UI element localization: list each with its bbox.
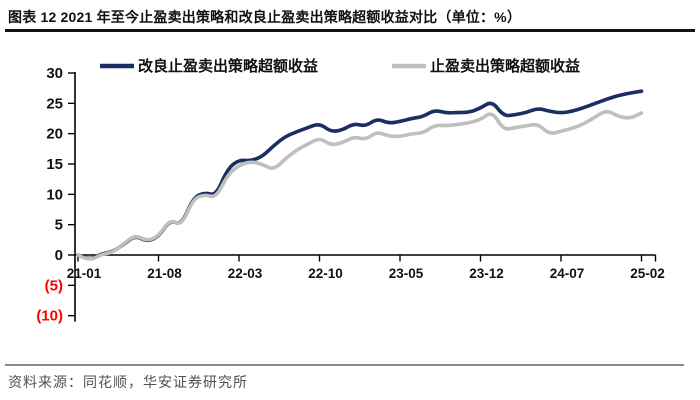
x-tick-label: 22-03 (228, 266, 263, 281)
y-tick-label: 0 (55, 247, 63, 264)
x-tick-label: 22-10 (308, 266, 343, 281)
footer-source: 资料来源：同花顺，华安证券研究所 (8, 374, 248, 390)
chart-canvas: 改良止盈卖出策略超额收益 止盈卖出策略超额收益 30 25 20 15 10 5 0 (5) (… (36, 57, 664, 325)
chart-axes: 30 25 20 15 10 5 0 (5) (10) 21-01 21-08 22-03 22-10 2… (36, 65, 664, 325)
x-tick-label: 24-07 (550, 266, 585, 281)
y-tick-label: 20 (46, 126, 63, 143)
y-tick-label: 5 (55, 217, 63, 234)
title-divider (5, 29, 695, 32)
page-title: 图表 12 2021 年至今止盈卖出策略和改良止盈卖出策略超额收益对比（单位：%… (8, 9, 522, 25)
y-tick-label: 25 (46, 95, 63, 112)
y-tick-label: (10) (36, 308, 63, 325)
y-tick-label: (5) (45, 277, 63, 294)
x-tick-label: 21-01 (67, 266, 102, 281)
x-tick-label: 23-05 (389, 266, 424, 281)
y-tick-label: 30 (46, 65, 63, 82)
legend-original-label: 止盈卖出策略超额收益 (430, 57, 580, 75)
x-tick-label: 25-02 (630, 266, 665, 281)
y-tick-label: 10 (46, 186, 63, 203)
y-tick-label: 15 (46, 156, 63, 173)
series-improved-line (76, 89, 644, 261)
chart-legend: 改良止盈卖出策略超额收益 止盈卖出策略超额收益 (100, 57, 580, 75)
x-tick-label: 21-08 (147, 266, 182, 281)
excess-return-chart: 改良止盈卖出策略超额收益 止盈卖出策略超额收益 30 25 20 15 10 5 0 (5) (… (0, 45, 700, 350)
series-original-line (76, 109, 644, 261)
footer-divider (5, 364, 684, 366)
x-tick-label: 23-12 (469, 266, 504, 281)
chart-series (76, 89, 644, 261)
legend-improved-label: 改良止盈卖出策略超额收益 (138, 57, 318, 75)
